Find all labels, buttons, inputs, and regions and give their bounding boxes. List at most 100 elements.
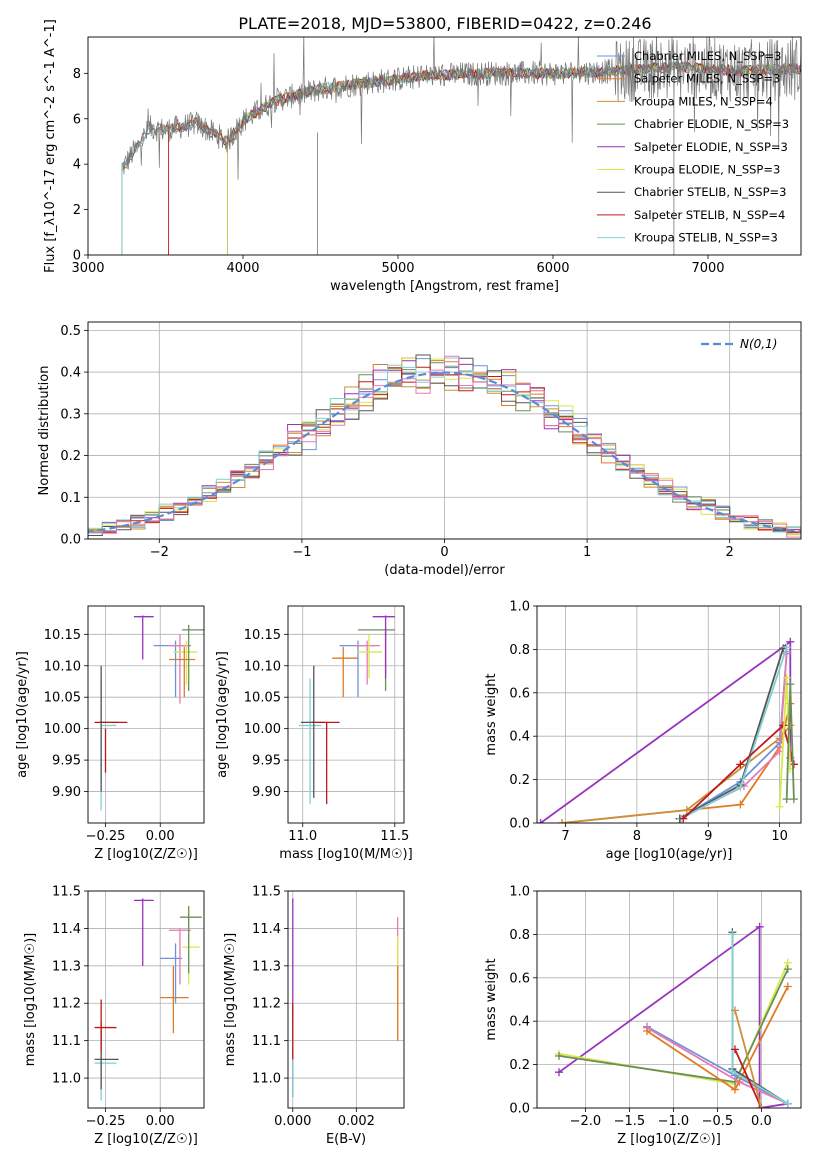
plus-marker [782, 673, 791, 682]
y-tick-label: 11.4 [52, 922, 81, 937]
mass-weight-line [734, 1049, 763, 1108]
plus-marker [782, 643, 791, 652]
y-tick-label: 10.10 [244, 659, 281, 674]
x-tick-label: 0.00 [146, 829, 175, 844]
y-tick-label: 9.90 [252, 785, 281, 800]
plus-marker [728, 1067, 737, 1076]
y-tick-label: 10.10 [44, 659, 81, 674]
x-tick-label: 0.0 [751, 1114, 772, 1129]
plus-marker [731, 1085, 739, 1094]
mass-age-panel: 11.0 11.5 9.90 9.95 10.00 10.05 10.10 10.15 mass… [215, 605, 413, 862]
plot-area [94, 898, 202, 1101]
plus-marker [786, 680, 795, 689]
spectrum-data-line [121, 37, 801, 180]
y-tick-label: 0.1 [60, 491, 81, 506]
y-tick-label: 11.0 [52, 1072, 81, 1087]
y-axis-label: age [log10(age/yr)] [215, 651, 230, 778]
y-axis-label: Normed distribution [37, 366, 52, 496]
legend-label: Chabrier ELODIE, N_SSP=3 [634, 117, 789, 131]
y-tick-label: 0 [73, 249, 81, 264]
y-tick-label: 0.4 [509, 1015, 530, 1030]
plus-marker [728, 930, 737, 939]
plus-marker [736, 760, 745, 769]
x-tick-label: −0.5 [702, 1114, 734, 1129]
y-tick-label: 10.15 [244, 628, 281, 643]
y-tick-label: 4 [73, 158, 81, 173]
x-tick-label: 7000 [691, 261, 724, 276]
y-tick-label: 0.8 [509, 643, 530, 658]
x-axis-label: Z [log10(Z/Z☉)] [617, 1132, 721, 1147]
axes-frame [87, 890, 205, 1109]
x-axis-label: Z [log10(Z/Z☉)] [94, 1132, 198, 1147]
normal-curve-line [88, 371, 801, 533]
plus-marker [789, 760, 798, 769]
y-tick-label: 11.1 [252, 1034, 281, 1049]
x-axis-label: E(B-V) [326, 1132, 366, 1147]
y-tick-label: 11.1 [52, 1034, 81, 1049]
y-tick-label: 9.90 [52, 785, 81, 800]
y-tick-label: 6 [73, 112, 81, 127]
reddening-mass-panel: 0.000 0.002 11.0 11.1 11.2 11.3 11.4 11.5 E(B-V)… [223, 885, 405, 1147]
plus-marker [731, 1045, 739, 1054]
y-tick-label: 2 [73, 203, 81, 218]
figure-title: PLATE=2018, MJD=53800, FIBERID=0422, z=0… [238, 14, 651, 33]
y-tick-label: 10.00 [44, 722, 81, 737]
x-axis-label: (data-model)/error [384, 563, 505, 578]
plus-marker [782, 795, 791, 804]
x-tick-label: 5000 [381, 261, 414, 276]
y-tick-label: 0.2 [60, 449, 81, 464]
mass-weight-line [734, 1010, 763, 1108]
plot-area [555, 922, 792, 1108]
plus-marker [786, 721, 795, 730]
y-tick-label: 10.15 [44, 628, 81, 643]
plus-marker [557, 819, 566, 823]
x-tick-label: −0.25 [86, 829, 126, 844]
y-axis-label: mass [log10(M/M☉)] [23, 933, 38, 1066]
plus-marker [555, 1051, 563, 1060]
legend-label: Salpeter STELIB, N_SSP=4 [634, 208, 785, 222]
plus-marker [783, 1099, 792, 1108]
x-tick-label: 4000 [226, 261, 259, 276]
x-tick-label: 1 [583, 545, 591, 560]
y-tick-label: 0.0 [509, 817, 530, 832]
x-tick-label: 11.5 [380, 829, 409, 844]
plus-marker [775, 802, 784, 811]
metallicity-mass-panel: −0.25 0.00 11.0 11.1 11.2 11.3 11.4 11.5 Z [log1… [23, 885, 205, 1147]
x-axis-label: mass [log10(M/M☉)] [279, 847, 412, 862]
y-tick-label: 8 [73, 67, 81, 82]
x-tick-label: 10 [771, 829, 788, 844]
y-tick-label: 10.05 [244, 691, 281, 706]
y-axis-label: mass weight [484, 673, 499, 755]
plus-marker [731, 1006, 739, 1015]
y-tick-label: 0.4 [60, 366, 81, 381]
axes-frame [87, 605, 205, 824]
residual-histogram-panel: −2 −1 0 1 2 0.0 0.1 0.2 0.3 0.4 0.5 (data-model)/er… [37, 321, 802, 578]
plus-marker [757, 1104, 766, 1108]
axes-frame [87, 36, 802, 256]
plot-area [537, 637, 798, 823]
y-tick-label: 11.0 [252, 1072, 281, 1087]
y-tick-label: 11.3 [252, 959, 281, 974]
y-tick-label: 11.4 [252, 922, 281, 937]
x-tick-label: 0 [440, 545, 448, 560]
x-tick-label: −1.5 [614, 1114, 646, 1129]
plus-marker [736, 783, 745, 792]
y-axis-label: mass weight [484, 958, 499, 1040]
x-tick-label: 0.000 [274, 1114, 311, 1129]
metallicity-massweight-panel: −2.0 −1.5 −1.0 −0.5 0.0 0.0 0.2 0.4 0.6 0.8 1.0 Z [… [484, 885, 802, 1147]
y-tick-label: 0.0 [509, 1102, 530, 1117]
plus-marker [682, 805, 691, 814]
legend-label: Kroupa ELODIE, N_SSP=3 [634, 163, 780, 177]
y-tick-label: 11.3 [52, 959, 81, 974]
plot-area [292, 898, 399, 1097]
legend-label: Kroupa MILES, N_SSP=4 [634, 94, 773, 108]
spectrum-panel: 3000 4000 5000 6000 7000 0 2 4 6 8 wavelength [Ang… [43, 19, 802, 294]
y-tick-label: 0.4 [509, 730, 530, 745]
x-tick-label: 0.00 [146, 1114, 175, 1129]
y-tick-label: 0.5 [60, 324, 81, 339]
mass-weight-line [558, 925, 788, 1108]
plus-marker [679, 814, 688, 823]
plus-marker [537, 819, 545, 823]
